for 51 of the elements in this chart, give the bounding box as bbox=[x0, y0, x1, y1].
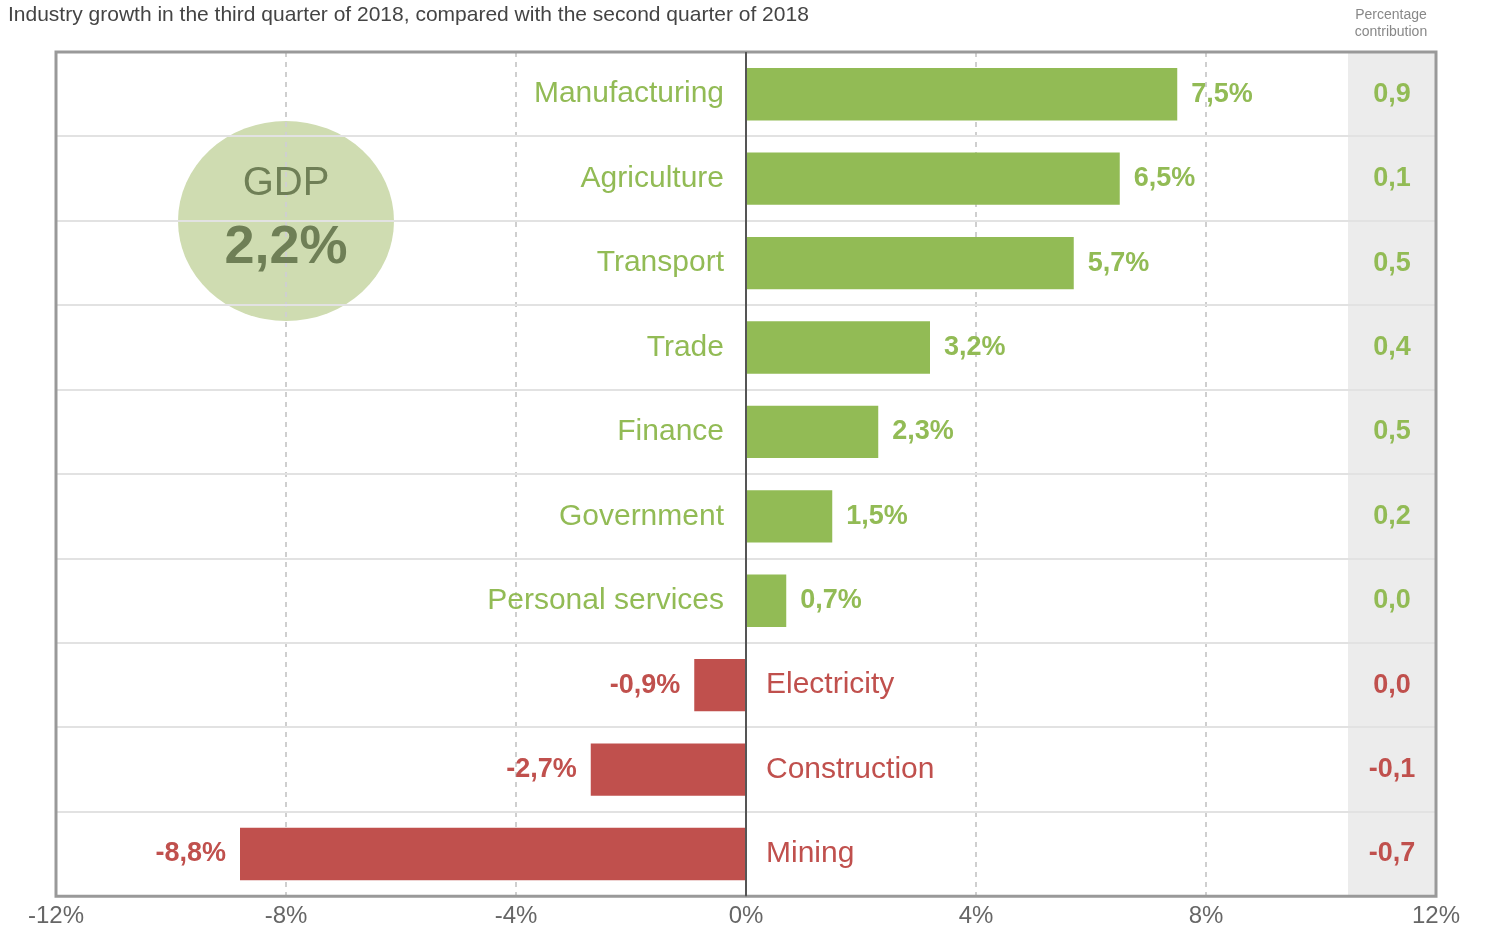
data-label: -2,7% bbox=[506, 753, 577, 784]
x-tick-label: 0% bbox=[728, 901, 764, 929]
annotation: 0,5 bbox=[1373, 246, 1411, 277]
x-tick-label: -12% bbox=[27, 901, 85, 929]
annotation: 0,4 bbox=[1373, 330, 1411, 361]
x-tick-label: 4% bbox=[958, 901, 994, 929]
bar bbox=[240, 827, 745, 881]
annotation: 2,2% bbox=[223, 212, 349, 275]
y-tick-label: Construction bbox=[766, 750, 935, 784]
y-tick-label: Agriculture bbox=[580, 159, 724, 193]
y-tick-label: Finance bbox=[617, 413, 724, 447]
annotation: -0,7 bbox=[1368, 837, 1416, 868]
x-tick-label: 12% bbox=[1411, 901, 1461, 929]
annotation: GDP bbox=[241, 158, 331, 204]
data-label: 2,3% bbox=[892, 415, 954, 446]
annotation: 0,9 bbox=[1373, 77, 1411, 108]
x-tick-label: -8% bbox=[264, 901, 308, 929]
bar bbox=[747, 152, 1120, 205]
bar bbox=[590, 743, 745, 796]
annotation: -0,1 bbox=[1368, 753, 1416, 784]
data-label: 0,7% bbox=[800, 584, 862, 615]
bar bbox=[747, 574, 787, 627]
annotation: 0,2 bbox=[1373, 499, 1411, 530]
y-tick-label: Electricity bbox=[766, 666, 895, 700]
annotation: 0,0 bbox=[1373, 584, 1411, 615]
annotation: 0,5 bbox=[1373, 415, 1411, 446]
y-tick-label: Transport bbox=[596, 244, 725, 278]
bar bbox=[747, 321, 930, 374]
y-tick-label: Trade bbox=[646, 328, 724, 362]
chart-title: Industry growth in the third quarter of 2018, compared with the second quarter of 2018 bbox=[8, 2, 809, 26]
data-label: 1,5% bbox=[846, 499, 908, 530]
y-tick-label: Mining bbox=[766, 835, 855, 869]
bar bbox=[747, 68, 1178, 121]
bar bbox=[747, 490, 833, 543]
y-tick-label: Personal services bbox=[487, 582, 724, 615]
text: Percentage contribution bbox=[1353, 6, 1429, 40]
data-label: 6,5% bbox=[1133, 162, 1196, 193]
data-label: 3,2% bbox=[944, 330, 1006, 361]
bar bbox=[747, 236, 1074, 290]
y-tick-label: Manufacturing bbox=[533, 75, 724, 109]
bar bbox=[747, 405, 879, 459]
data-label: 7,5% bbox=[1191, 77, 1253, 108]
x-tick-label: 8% bbox=[1188, 901, 1224, 929]
annotation: 0,0 bbox=[1373, 668, 1411, 699]
annotation: 0,1 bbox=[1373, 162, 1411, 193]
data-label: -0,9% bbox=[609, 668, 681, 699]
data-label: -8,8% bbox=[155, 837, 226, 868]
x-tick-label: -4% bbox=[494, 901, 538, 929]
bar bbox=[694, 658, 745, 712]
y-tick-label: Government bbox=[558, 497, 725, 531]
data-label: 5,7% bbox=[1087, 246, 1150, 277]
